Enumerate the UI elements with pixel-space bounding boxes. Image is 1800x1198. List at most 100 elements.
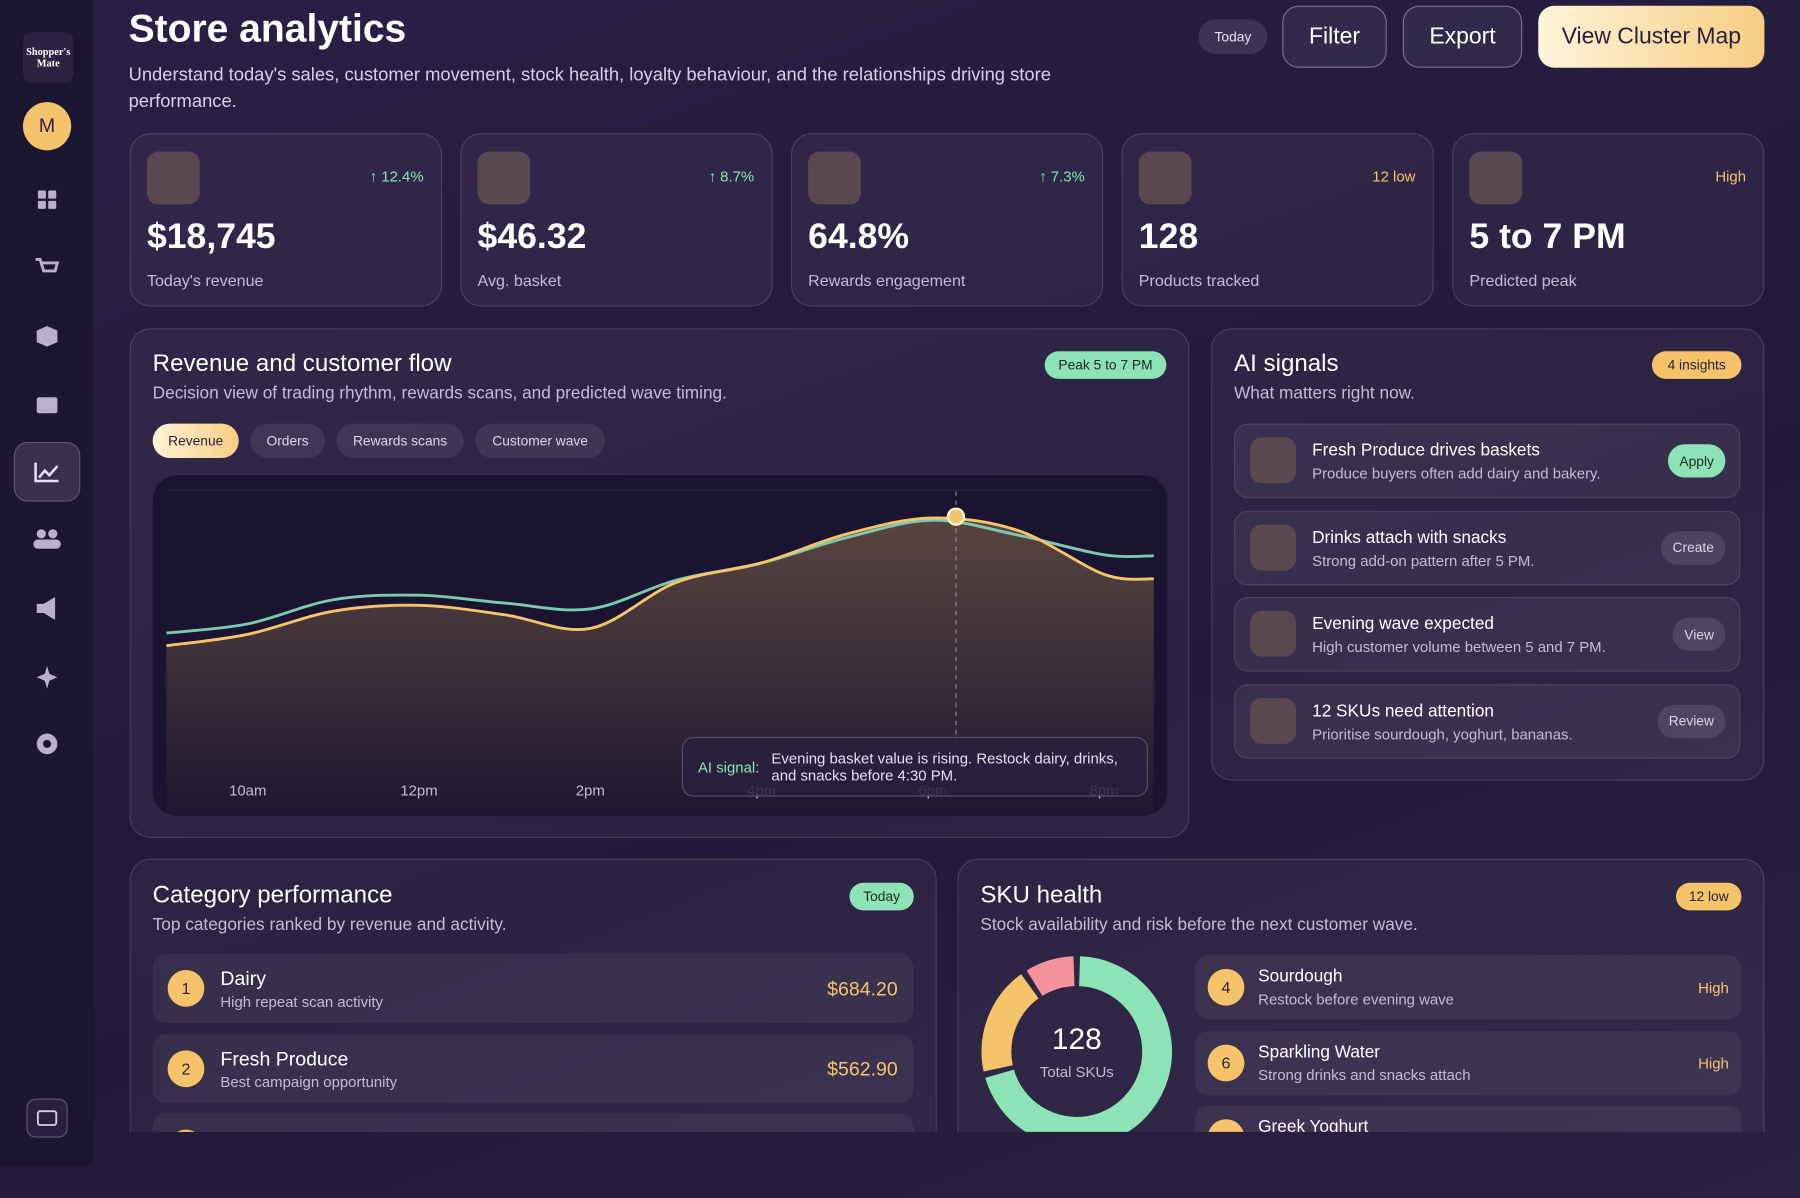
flow-title: Revenue and customer flow <box>152 350 452 377</box>
x-tick-label: 12pm <box>400 783 437 800</box>
kpi-label: Products tracked <box>1138 270 1260 290</box>
donut-segment <box>981 974 1040 1072</box>
signal-desc: Prioritise sourdough, yoghurt, bananas. <box>1312 724 1573 743</box>
signal-icon <box>1250 610 1297 657</box>
analytics-icon[interactable] <box>34 462 59 483</box>
signal-action[interactable]: Apply <box>1667 444 1726 478</box>
header-button[interactable]: Filter <box>1282 5 1387 68</box>
cart-icon[interactable] <box>35 258 60 273</box>
signal-desc: Strong add-on pattern after 5 PM. <box>1312 551 1535 569</box>
category-desc: Best campaign opportunity <box>220 1073 398 1091</box>
category-row <box>152 1034 914 1104</box>
signal-icon <box>1250 437 1297 484</box>
kpi-change: ↑ 12.4% <box>369 167 424 185</box>
signal-action[interactable]: View <box>1672 617 1726 651</box>
sku-name: Greek Yoghurt <box>1258 1116 1369 1132</box>
signal-action[interactable]: Create <box>1661 530 1726 565</box>
box-icon[interactable] <box>36 326 58 347</box>
sku-title: SKU health <box>980 881 1103 909</box>
tab[interactable]: Orders <box>250 423 325 459</box>
category-title: Category performance <box>152 881 393 909</box>
ai-tooltip <box>681 736 1148 797</box>
dashboard-icon[interactable] <box>37 190 57 209</box>
kpi-change: High <box>1715 167 1747 185</box>
sku-badge: 12 low <box>1676 882 1742 911</box>
panel-icon[interactable] <box>36 1110 58 1126</box>
kpi-value: 64.8% <box>808 215 910 256</box>
tab[interactable]: Customer wave <box>475 423 605 459</box>
sku-desc: Strong drinks and snacks attach <box>1258 1065 1471 1084</box>
kpi-label: Rewards engagement <box>808 270 966 290</box>
kpi-change: 12 low <box>1372 167 1416 185</box>
sku-level: High <box>1698 979 1729 997</box>
rank-badge: 1 <box>167 970 205 1007</box>
signals-panel <box>1211 328 1765 781</box>
kpi-change: ↑ 8.7% <box>708 167 755 185</box>
rank-badge <box>167 1129 205 1132</box>
category-row <box>152 953 914 1023</box>
series-line <box>166 516 1154 648</box>
campaign-icon[interactable] <box>36 596 56 620</box>
sku-panel <box>957 858 1765 1132</box>
lower-clip: Category performance Top categories rank… <box>129 858 1765 1132</box>
signal-title: 12 SKUs need attention <box>1312 700 1495 721</box>
rank-badge: 2 <box>167 1050 205 1088</box>
page-title: Store analytics <box>128 6 407 51</box>
kpi-label: Today's revenue <box>146 270 264 290</box>
signals-title: AI signals <box>1234 350 1339 377</box>
kpi-icon <box>477 151 531 205</box>
kpi-value: $18,745 <box>146 215 276 256</box>
category-name: Dairy <box>220 967 266 990</box>
sku-count: 6 <box>1207 1044 1245 1081</box>
header-button[interactable]: View Cluster Map <box>1538 5 1765 68</box>
header-button[interactable]: Export <box>1402 5 1523 68</box>
signal-desc: High customer volume between 5 and 7 PM. <box>1312 638 1606 656</box>
tab[interactable]: Revenue <box>152 423 239 459</box>
gift-icon[interactable] <box>36 397 58 414</box>
flow-badge: Peak 5 to 7 PM <box>1044 351 1167 379</box>
category-panel <box>129 858 937 1132</box>
category-desc: High repeat scan activity <box>220 992 383 1011</box>
sku-name: Sparkling Water <box>1258 1041 1381 1062</box>
kpi-label: Avg. basket <box>477 270 562 290</box>
tab[interactable]: Rewards scans <box>336 423 464 459</box>
signal-row <box>1234 423 1741 499</box>
header-button[interactable]: Today <box>1198 19 1268 54</box>
logo[interactable]: Shopper's Mate <box>22 32 74 83</box>
collapse-button[interactable] <box>26 1098 68 1138</box>
category-value: $562.90 <box>827 1058 898 1081</box>
ai-icon[interactable] <box>36 665 58 689</box>
signals-badge: 4 insights <box>1651 351 1742 379</box>
sku-name: Sourdough <box>1258 966 1343 987</box>
x-tick-label: 2pm <box>576 783 605 800</box>
donut-segment <box>985 956 1173 1132</box>
category-subtitle: Top categories ranked by revenue and act… <box>152 914 507 935</box>
kpi-change: ↑ 7.3% <box>1039 167 1085 185</box>
signal-row <box>1234 596 1741 672</box>
sku-desc: Restock before evening wave <box>1258 990 1454 1008</box>
category-row <box>152 1113 914 1132</box>
signal-title: Fresh Produce drives baskets <box>1312 440 1540 461</box>
signals-subtitle: What matters right now. <box>1234 383 1415 403</box>
kpi-value: $46.32 <box>477 215 587 256</box>
sku-count <box>1207 1119 1245 1132</box>
kpi-value: 128 <box>1138 215 1199 256</box>
category-value: $684.20 <box>827 978 898 1000</box>
kpi-value: 5 to 7 PM <box>1469 215 1626 256</box>
avatar[interactable]: M <box>22 102 72 151</box>
signal-action[interactable]: Review <box>1657 704 1726 738</box>
category-name: Fresh Produce <box>220 1048 349 1070</box>
donut-segment <box>1026 956 1076 997</box>
page-subtitle: Understand today's sales, customer movem… <box>128 65 1051 112</box>
settings-icon[interactable] <box>36 733 58 755</box>
peak-marker <box>946 507 966 526</box>
signal-row <box>1234 510 1741 585</box>
sku-count: 4 <box>1207 968 1245 1006</box>
sku-donut <box>981 956 1173 1132</box>
customers-icon[interactable] <box>33 529 61 549</box>
tooltip-text: Evening basket value is rising. Restock … <box>771 749 1118 785</box>
donut-label: Total SKUs <box>1039 1063 1114 1081</box>
series-line <box>166 518 1154 635</box>
